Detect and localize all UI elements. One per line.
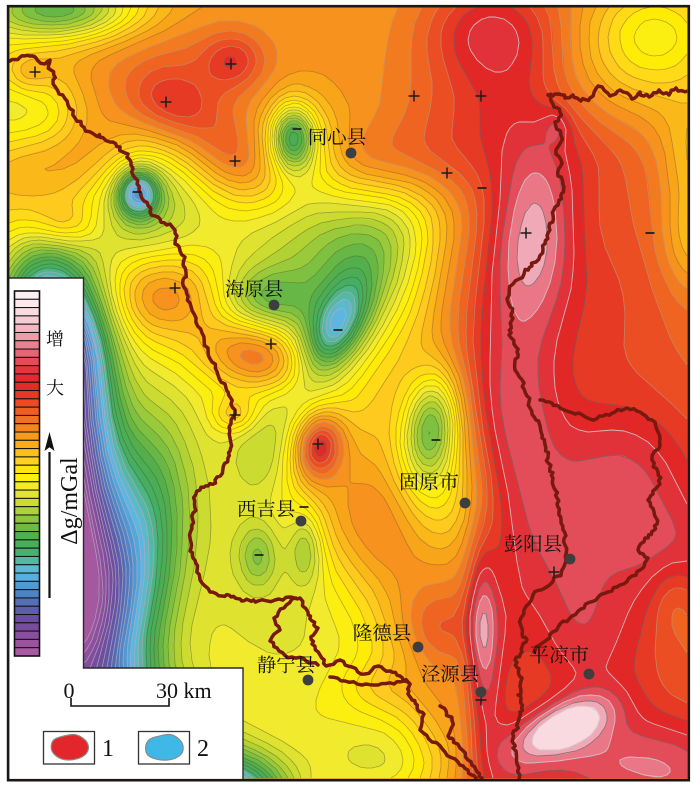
svg-text:1: 1 xyxy=(102,736,114,762)
svg-text:0: 0 xyxy=(64,678,75,703)
svg-text:30 km: 30 km xyxy=(156,678,212,703)
svg-text:Δg/mGal: Δg/mGal xyxy=(57,457,83,545)
svg-text:2: 2 xyxy=(197,736,209,762)
